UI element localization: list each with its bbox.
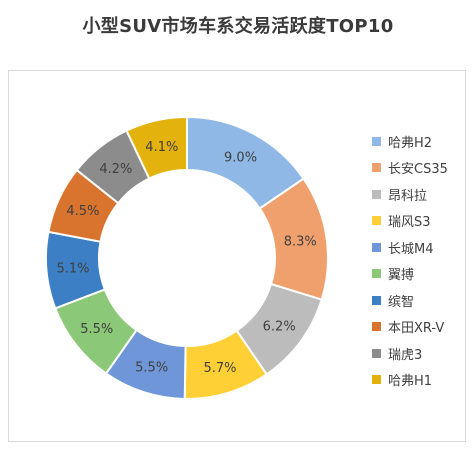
legend-label: 长安CS35: [388, 162, 448, 178]
chart-title: 小型SUV市场车系交易活跃度TOP10: [82, 16, 394, 37]
donut-slice-10: [125, 115, 188, 180]
legend-swatch: [372, 322, 381, 332]
legend-item-10: 哈弗H1: [372, 367, 472, 394]
legend-swatch: [372, 216, 381, 226]
slice-value-label-1: 9.0%: [224, 150, 257, 165]
legend-label: 昂科拉: [388, 188, 428, 204]
legend-swatch: [372, 348, 381, 358]
legend-swatch: [372, 375, 381, 385]
legend-swatch: [372, 242, 381, 252]
legend-swatch: [372, 295, 381, 305]
legend-item-9: 瑞虎3: [372, 340, 472, 367]
legend-item-6: 翼搏: [372, 261, 472, 288]
slice-value-label-9: 4.2%: [99, 162, 132, 177]
legend-label: 缤智: [388, 294, 415, 310]
legend-label: 哈弗H1: [388, 374, 433, 390]
legend-label: 瑞虎3: [388, 347, 423, 363]
legend: 哈弗H2 长安CS35 昂科拉瑞风S3 长城M4 翼搏缤智本田XR-V 瑞虎3 哈弗H1: [372, 128, 472, 393]
legend-item-1: 哈弗H2: [372, 128, 472, 155]
slice-value-label-3: 6.2%: [263, 319, 296, 334]
legend-swatch: [372, 136, 381, 146]
slice-value-label-6: 5.5%: [80, 322, 113, 337]
legend-item-7: 缤智: [372, 287, 472, 314]
legend-label: 瑞风S3: [388, 215, 431, 231]
slice-value-label-2: 8.3%: [284, 235, 317, 250]
legend-label: 翼搏: [388, 268, 415, 284]
slice-value-label-4: 5.7%: [203, 361, 236, 376]
legend-swatch: [372, 189, 381, 199]
slice-value-label-8: 4.5%: [66, 204, 99, 219]
legend-label: 本田XR-V: [388, 321, 445, 337]
legend-swatch: [372, 269, 381, 279]
legend-swatch: [372, 163, 381, 173]
legend-label: 长城M4: [388, 241, 434, 257]
legend-item-3: 昂科拉: [372, 181, 472, 208]
slice-value-label-7: 5.1%: [56, 262, 89, 277]
slice-value-label-5: 5.5%: [135, 360, 168, 375]
slice-value-label-10: 4.1%: [145, 140, 178, 155]
legend-label: 哈弗H2: [388, 135, 433, 151]
legend-item-5: 长城M4: [372, 234, 472, 261]
legend-item-4: 瑞风S3: [372, 208, 472, 235]
legend-item-8: 本田XR-V: [372, 314, 472, 341]
legend-item-2: 长安CS35: [372, 155, 472, 182]
